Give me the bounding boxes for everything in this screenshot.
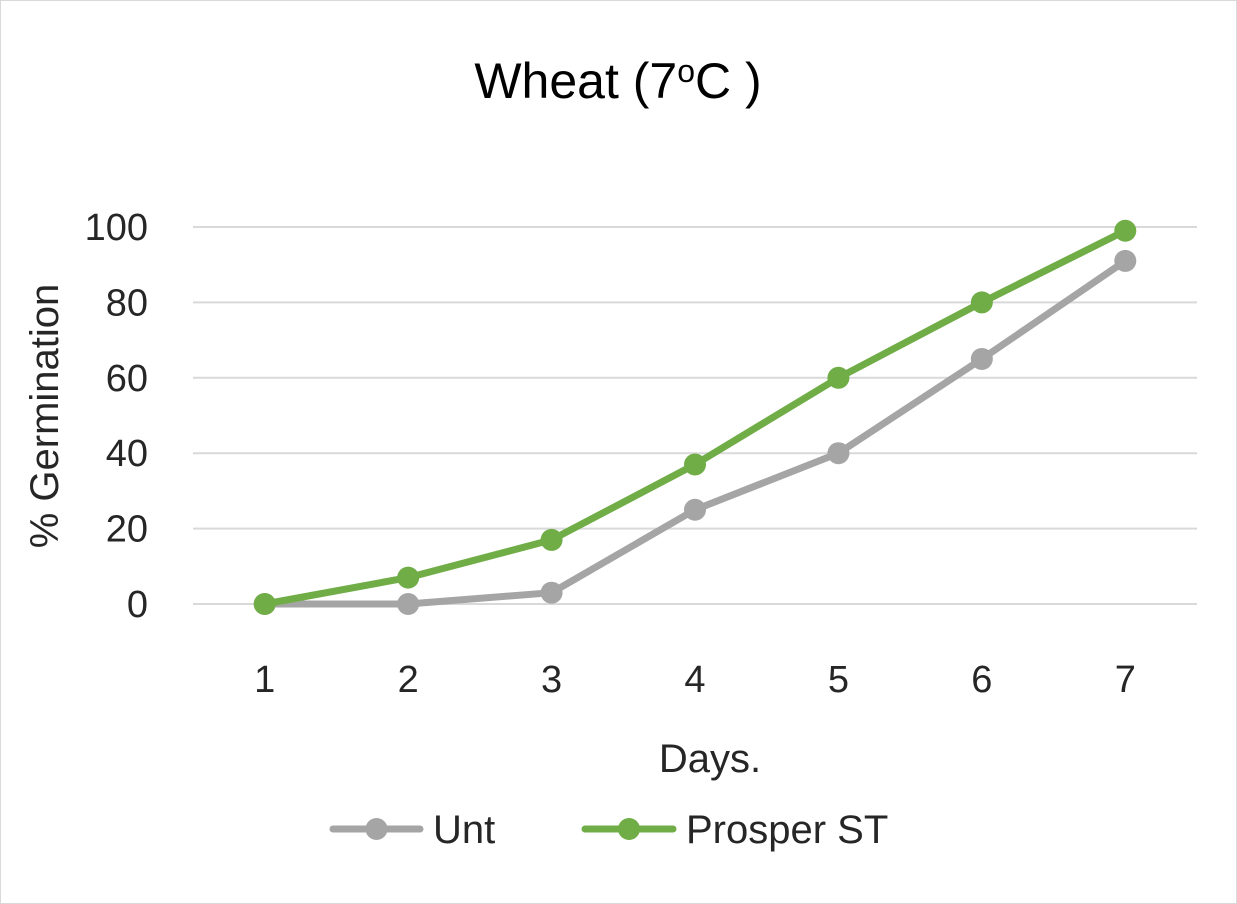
data-point bbox=[684, 453, 706, 476]
legend-label: Unt bbox=[433, 808, 495, 852]
legend-marker bbox=[618, 818, 640, 840]
data-point bbox=[540, 581, 563, 604]
x-tick-label: 4 bbox=[684, 659, 705, 701]
y-tick-label: 100 bbox=[85, 207, 148, 249]
x-tick-labels: 1 2 3 4 5 6 7 bbox=[254, 659, 1136, 701]
x-tick-label: 2 bbox=[398, 659, 419, 701]
legend-label: Prosper ST bbox=[686, 808, 888, 852]
series-line bbox=[261, 227, 1129, 608]
x-tick-label: 7 bbox=[1115, 659, 1136, 701]
x-tick-label: 6 bbox=[971, 659, 992, 701]
legend: Unt Prosper ST bbox=[329, 808, 888, 852]
series-line bbox=[261, 257, 1129, 608]
series-0 bbox=[253, 249, 1137, 615]
x-axis-title: Days. bbox=[659, 737, 761, 781]
legend-item: Unt bbox=[329, 808, 495, 852]
data-point bbox=[540, 528, 563, 551]
x-tick-label: 1 bbox=[254, 659, 275, 701]
chart-title-superscript: o bbox=[677, 53, 695, 89]
data-point bbox=[684, 498, 706, 521]
data-point bbox=[827, 366, 850, 389]
data-point bbox=[827, 442, 850, 465]
y-tick-label: 80 bbox=[106, 282, 148, 324]
y-tick-label: 0 bbox=[127, 584, 148, 626]
legend-marker bbox=[365, 818, 388, 840]
y-axis-title: % Germination bbox=[23, 284, 67, 549]
y-tick-label: 60 bbox=[106, 358, 148, 400]
data-point bbox=[253, 593, 276, 615]
data-point bbox=[397, 566, 420, 589]
data-point bbox=[970, 347, 993, 370]
series-layer bbox=[253, 219, 1137, 615]
legend-item: Prosper ST bbox=[581, 808, 888, 852]
data-point bbox=[970, 291, 993, 314]
gridlines bbox=[193, 226, 1197, 605]
chart-title: Wheat (7oC ) bbox=[474, 53, 761, 109]
y-tick-labels: 0 20 40 60 80 100 bbox=[85, 207, 148, 626]
data-point bbox=[397, 593, 420, 615]
series-1 bbox=[253, 219, 1137, 615]
data-point bbox=[1114, 219, 1137, 242]
y-tick-label: 40 bbox=[106, 433, 148, 475]
x-tick-label: 5 bbox=[828, 659, 849, 701]
y-tick-label: 20 bbox=[106, 509, 148, 551]
data-point bbox=[1114, 249, 1137, 272]
x-tick-label: 3 bbox=[541, 659, 562, 701]
